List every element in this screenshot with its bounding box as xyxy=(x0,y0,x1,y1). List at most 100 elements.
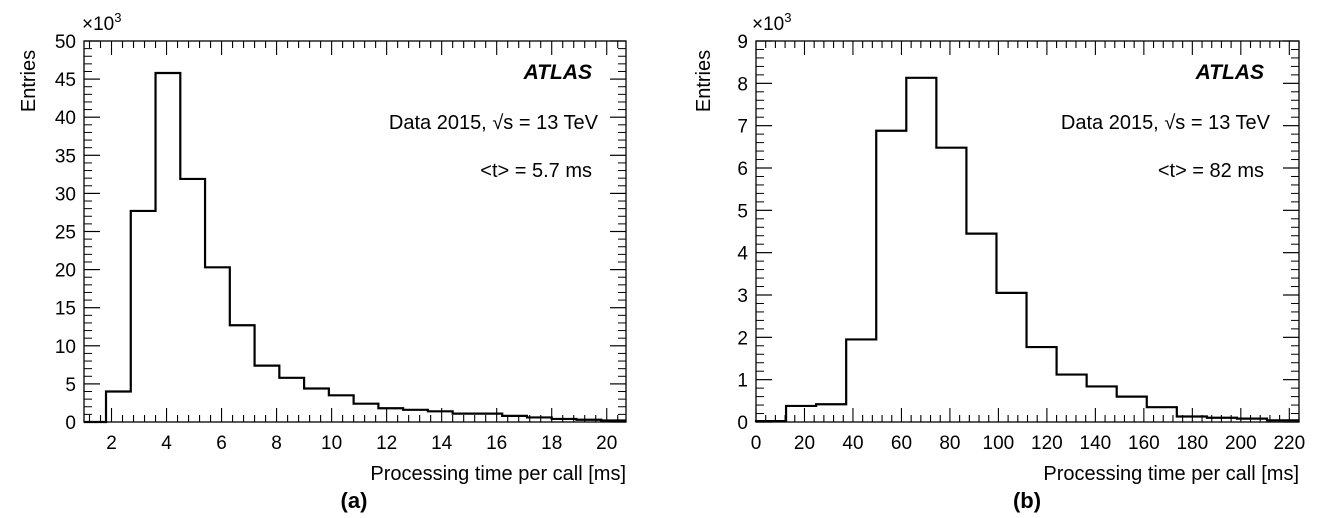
histogram-bin xyxy=(156,73,181,422)
y-tick-label: 9 xyxy=(737,32,748,53)
histogram-bin xyxy=(816,404,846,422)
mean-annotation-a: <t> = 5.7 ms xyxy=(480,160,592,182)
y-multiplier-b: ×103 xyxy=(752,10,791,35)
histogram-bin xyxy=(205,267,230,422)
y-tick-label: 1 xyxy=(737,371,748,392)
histogram-bin xyxy=(354,404,379,422)
histogram-bin xyxy=(966,234,996,422)
y-tick-label: 15 xyxy=(55,299,76,320)
y-axis-label-b: Entries xyxy=(693,50,715,112)
y-tick-label: 8 xyxy=(737,74,748,95)
sqrt-symbol-b: √ xyxy=(1164,112,1175,134)
histogram-bin xyxy=(876,131,906,422)
data-annotation-prefix-b: Data 2015, xyxy=(1061,112,1164,134)
x-tick-label: 80 xyxy=(939,433,960,454)
x-tick-label: 18 xyxy=(541,433,562,454)
y-axis-ticks-b: 0 1 2 3 4 5 6 7 8 9 xyxy=(737,32,1299,434)
y-tick-label: 50 xyxy=(55,32,76,53)
x-tick-label: 0 xyxy=(751,433,762,454)
atlas-label-b: ATLAS xyxy=(1195,61,1264,84)
atlas-label-a: ATLAS xyxy=(523,61,592,84)
y-multiplier-base-a: ×10 xyxy=(82,14,114,35)
histogram-bin xyxy=(279,378,304,422)
x-tick-label: 160 xyxy=(1128,433,1160,454)
histogram-bin xyxy=(1117,397,1147,422)
x-tick-label: 140 xyxy=(1080,433,1112,454)
x-tick-label: 100 xyxy=(983,433,1015,454)
histogram-bin xyxy=(1027,347,1057,422)
panel-label-b: (b) xyxy=(1013,488,1041,513)
x-tick-label: 14 xyxy=(431,433,453,454)
x-tick-label: 20 xyxy=(596,433,617,454)
histogram-bin xyxy=(453,414,478,422)
y-tick-label: 3 xyxy=(737,286,748,307)
histogram-bin xyxy=(180,179,205,422)
x-tick-label: 120 xyxy=(1031,433,1063,454)
histogram-bin xyxy=(936,148,966,422)
data-annotation-prefix-a: Data 2015, xyxy=(389,112,492,134)
x-axis-label-b: Processing time per call [ms] xyxy=(1043,463,1299,485)
y-multiplier-exp-a: 3 xyxy=(114,10,121,25)
data-annotation-a: Data 2015, √s = 13 TeV xyxy=(389,112,599,134)
histogram-bin xyxy=(477,414,502,422)
y-tick-label: 25 xyxy=(55,223,76,244)
y-tick-label: 5 xyxy=(65,375,76,396)
histogram-bin xyxy=(786,406,816,422)
y-tick-label: 0 xyxy=(737,413,748,434)
x-tick-label: 40 xyxy=(842,433,863,454)
plot-frame-b xyxy=(755,40,1300,423)
x-tick-label: 180 xyxy=(1176,433,1208,454)
y-tick-label: 20 xyxy=(55,261,76,282)
histogram-bin xyxy=(1087,386,1117,422)
histogram-bin xyxy=(1147,407,1177,422)
histogram-bin xyxy=(304,388,329,422)
x-tick-label: 20 xyxy=(794,433,815,454)
data-annotation-b: Data 2015, √s = 13 TeV xyxy=(1061,112,1271,134)
histogram-bin xyxy=(906,78,936,422)
histogram-bin xyxy=(131,211,156,422)
y-axis-label-a: Entries xyxy=(18,50,40,112)
histogram-bin xyxy=(255,366,280,422)
x-axis-label-a: Processing time per call [ms] xyxy=(370,463,626,485)
y-tick-label: 2 xyxy=(737,328,748,349)
x-tick-label: 4 xyxy=(161,433,172,454)
y-multiplier-base-b: ×10 xyxy=(752,14,784,35)
x-tick-label: 10 xyxy=(321,433,342,454)
y-multiplier-exp-b: 3 xyxy=(784,10,791,25)
y-tick-label: 5 xyxy=(737,201,748,222)
histogram-bin xyxy=(846,339,876,422)
histogram-bin xyxy=(1057,375,1087,422)
x-tick-label: 16 xyxy=(486,433,507,454)
histogram-bin xyxy=(230,325,255,422)
y-tick-label: 45 xyxy=(55,70,76,91)
x-axis-ticks-a: 2 4 6 8 10 12 14 16 18 20 xyxy=(88,41,619,454)
y-tick-label: 4 xyxy=(737,244,748,265)
y-tick-label: 6 xyxy=(737,159,748,180)
plot-frame-a xyxy=(83,40,627,423)
histogram-bin xyxy=(378,408,403,422)
x-tick-label: 60 xyxy=(891,433,912,454)
y-multiplier-a: ×103 xyxy=(82,10,121,35)
y-tick-label: 40 xyxy=(55,108,76,129)
chart-panel-a: 0 5 10 15 20 25 30 35 40 45 50 2 4 6 8 10 12 14 16 18 20 En… xyxy=(18,10,627,513)
x-tick-label: 6 xyxy=(216,433,227,454)
sqrt-symbol-a: √ xyxy=(492,112,503,134)
histogram-bin xyxy=(329,395,354,422)
x-tick-label: 8 xyxy=(271,433,282,454)
x-tick-label: 200 xyxy=(1225,433,1257,454)
y-tick-label: 10 xyxy=(55,337,76,358)
y-tick-label: 30 xyxy=(55,184,76,205)
histogram-bin xyxy=(403,410,428,422)
y-axis-ticks-a: 0 5 10 15 20 25 30 35 40 45 50 xyxy=(55,32,626,434)
data-annotation-suffix-a: s = 13 TeV xyxy=(503,112,598,134)
panel-label-a: (a) xyxy=(341,488,368,513)
histogram-a xyxy=(84,71,626,424)
x-tick-label: 220 xyxy=(1273,433,1305,454)
x-axis-ticks-b: 0 20 40 60 80 100 120 140 160 180 200 220 xyxy=(751,41,1305,454)
y-tick-label: 7 xyxy=(737,117,748,138)
data-annotation-suffix-b: s = 13 TeV xyxy=(1175,112,1270,134)
x-tick-label: 2 xyxy=(106,433,117,454)
y-tick-label: 35 xyxy=(55,146,76,167)
mean-annotation-b: <t> = 82 ms xyxy=(1158,160,1264,182)
